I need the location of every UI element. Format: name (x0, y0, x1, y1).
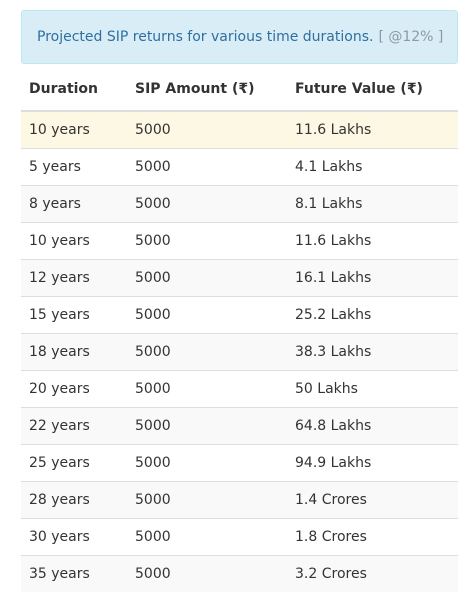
info-banner: Projected SIP returns for various time d… (21, 10, 458, 64)
cell-sip-amount: 5000 (127, 517, 287, 555)
cell-future-value: 94.9 Lakhs (287, 443, 458, 481)
table-row: 15 years 5000 25.2 Lakhs (21, 295, 458, 333)
table-row: 18 years 5000 38.3 Lakhs (21, 332, 458, 370)
header-sip-amount: SIP Amount (₹) (127, 68, 287, 112)
cell-duration: 28 years (21, 480, 127, 518)
cell-duration: 12 years (21, 258, 127, 296)
cell-future-value: 11.6 Lakhs (287, 221, 458, 259)
table-row: 5 years 5000 4.1 Lakhs (21, 147, 458, 185)
table-header-row: Duration SIP Amount (₹) Future Value (₹) (21, 68, 458, 112)
cell-duration: 10 years (21, 111, 127, 148)
table-row-highlighted: 10 years 5000 11.6 Lakhs (21, 111, 458, 148)
cell-duration: 20 years (21, 369, 127, 407)
sip-returns-table: Duration SIP Amount (₹) Future Value (₹)… (21, 68, 458, 592)
header-future-value: Future Value (₹) (287, 68, 458, 112)
cell-sip-amount: 5000 (127, 406, 287, 444)
cell-duration: 15 years (21, 295, 127, 333)
table-row: 35 years 5000 3.2 Crores (21, 554, 458, 592)
cell-sip-amount: 5000 (127, 443, 287, 481)
cell-sip-amount: 5000 (127, 147, 287, 185)
cell-duration: 22 years (21, 406, 127, 444)
table-row: 8 years 5000 8.1 Lakhs (21, 184, 458, 222)
info-banner-text: Projected SIP returns for various time d… (37, 29, 374, 45)
cell-sip-amount: 5000 (127, 369, 287, 407)
cell-future-value: 4.1 Lakhs (287, 147, 458, 185)
table-row: 10 years 5000 11.6 Lakhs (21, 221, 458, 259)
table-row: 30 years 5000 1.8 Crores (21, 517, 458, 555)
cell-sip-amount: 5000 (127, 111, 287, 148)
table-row: 25 years 5000 94.9 Lakhs (21, 443, 458, 481)
header-duration: Duration (21, 68, 127, 112)
cell-sip-amount: 5000 (127, 295, 287, 333)
cell-future-value: 25.2 Lakhs (287, 295, 458, 333)
cell-future-value: 8.1 Lakhs (287, 184, 458, 222)
cell-duration: 25 years (21, 443, 127, 481)
cell-future-value: 38.3 Lakhs (287, 332, 458, 370)
cell-future-value: 11.6 Lakhs (287, 111, 458, 148)
cell-sip-amount: 5000 (127, 480, 287, 518)
cell-duration: 5 years (21, 147, 127, 185)
cell-future-value: 1.8 Crores (287, 517, 458, 555)
cell-duration: 35 years (21, 554, 127, 592)
cell-duration: 10 years (21, 221, 127, 259)
cell-sip-amount: 5000 (127, 258, 287, 296)
table-header: Duration SIP Amount (₹) Future Value (₹) (21, 68, 458, 112)
cell-future-value: 3.2 Crores (287, 554, 458, 592)
cell-sip-amount: 5000 (127, 184, 287, 222)
cell-future-value: 50 Lakhs (287, 369, 458, 407)
table-row: 20 years 5000 50 Lakhs (21, 369, 458, 407)
interest-rate-label: [ @12% ] (378, 29, 444, 45)
cell-duration: 18 years (21, 332, 127, 370)
cell-future-value: 1.4 Crores (287, 480, 458, 518)
table-row: 22 years 5000 64.8 Lakhs (21, 406, 458, 444)
cell-duration: 30 years (21, 517, 127, 555)
sip-returns-widget: Projected SIP returns for various time d… (21, 10, 458, 592)
table-row: 28 years 5000 1.4 Crores (21, 480, 458, 518)
cell-future-value: 16.1 Lakhs (287, 258, 458, 296)
cell-future-value: 64.8 Lakhs (287, 406, 458, 444)
cell-sip-amount: 5000 (127, 554, 287, 592)
cell-sip-amount: 5000 (127, 332, 287, 370)
table-body: 10 years 5000 11.6 Lakhs 5 years 5000 4.… (21, 111, 458, 592)
table-row: 12 years 5000 16.1 Lakhs (21, 258, 458, 296)
cell-sip-amount: 5000 (127, 221, 287, 259)
cell-duration: 8 years (21, 184, 127, 222)
